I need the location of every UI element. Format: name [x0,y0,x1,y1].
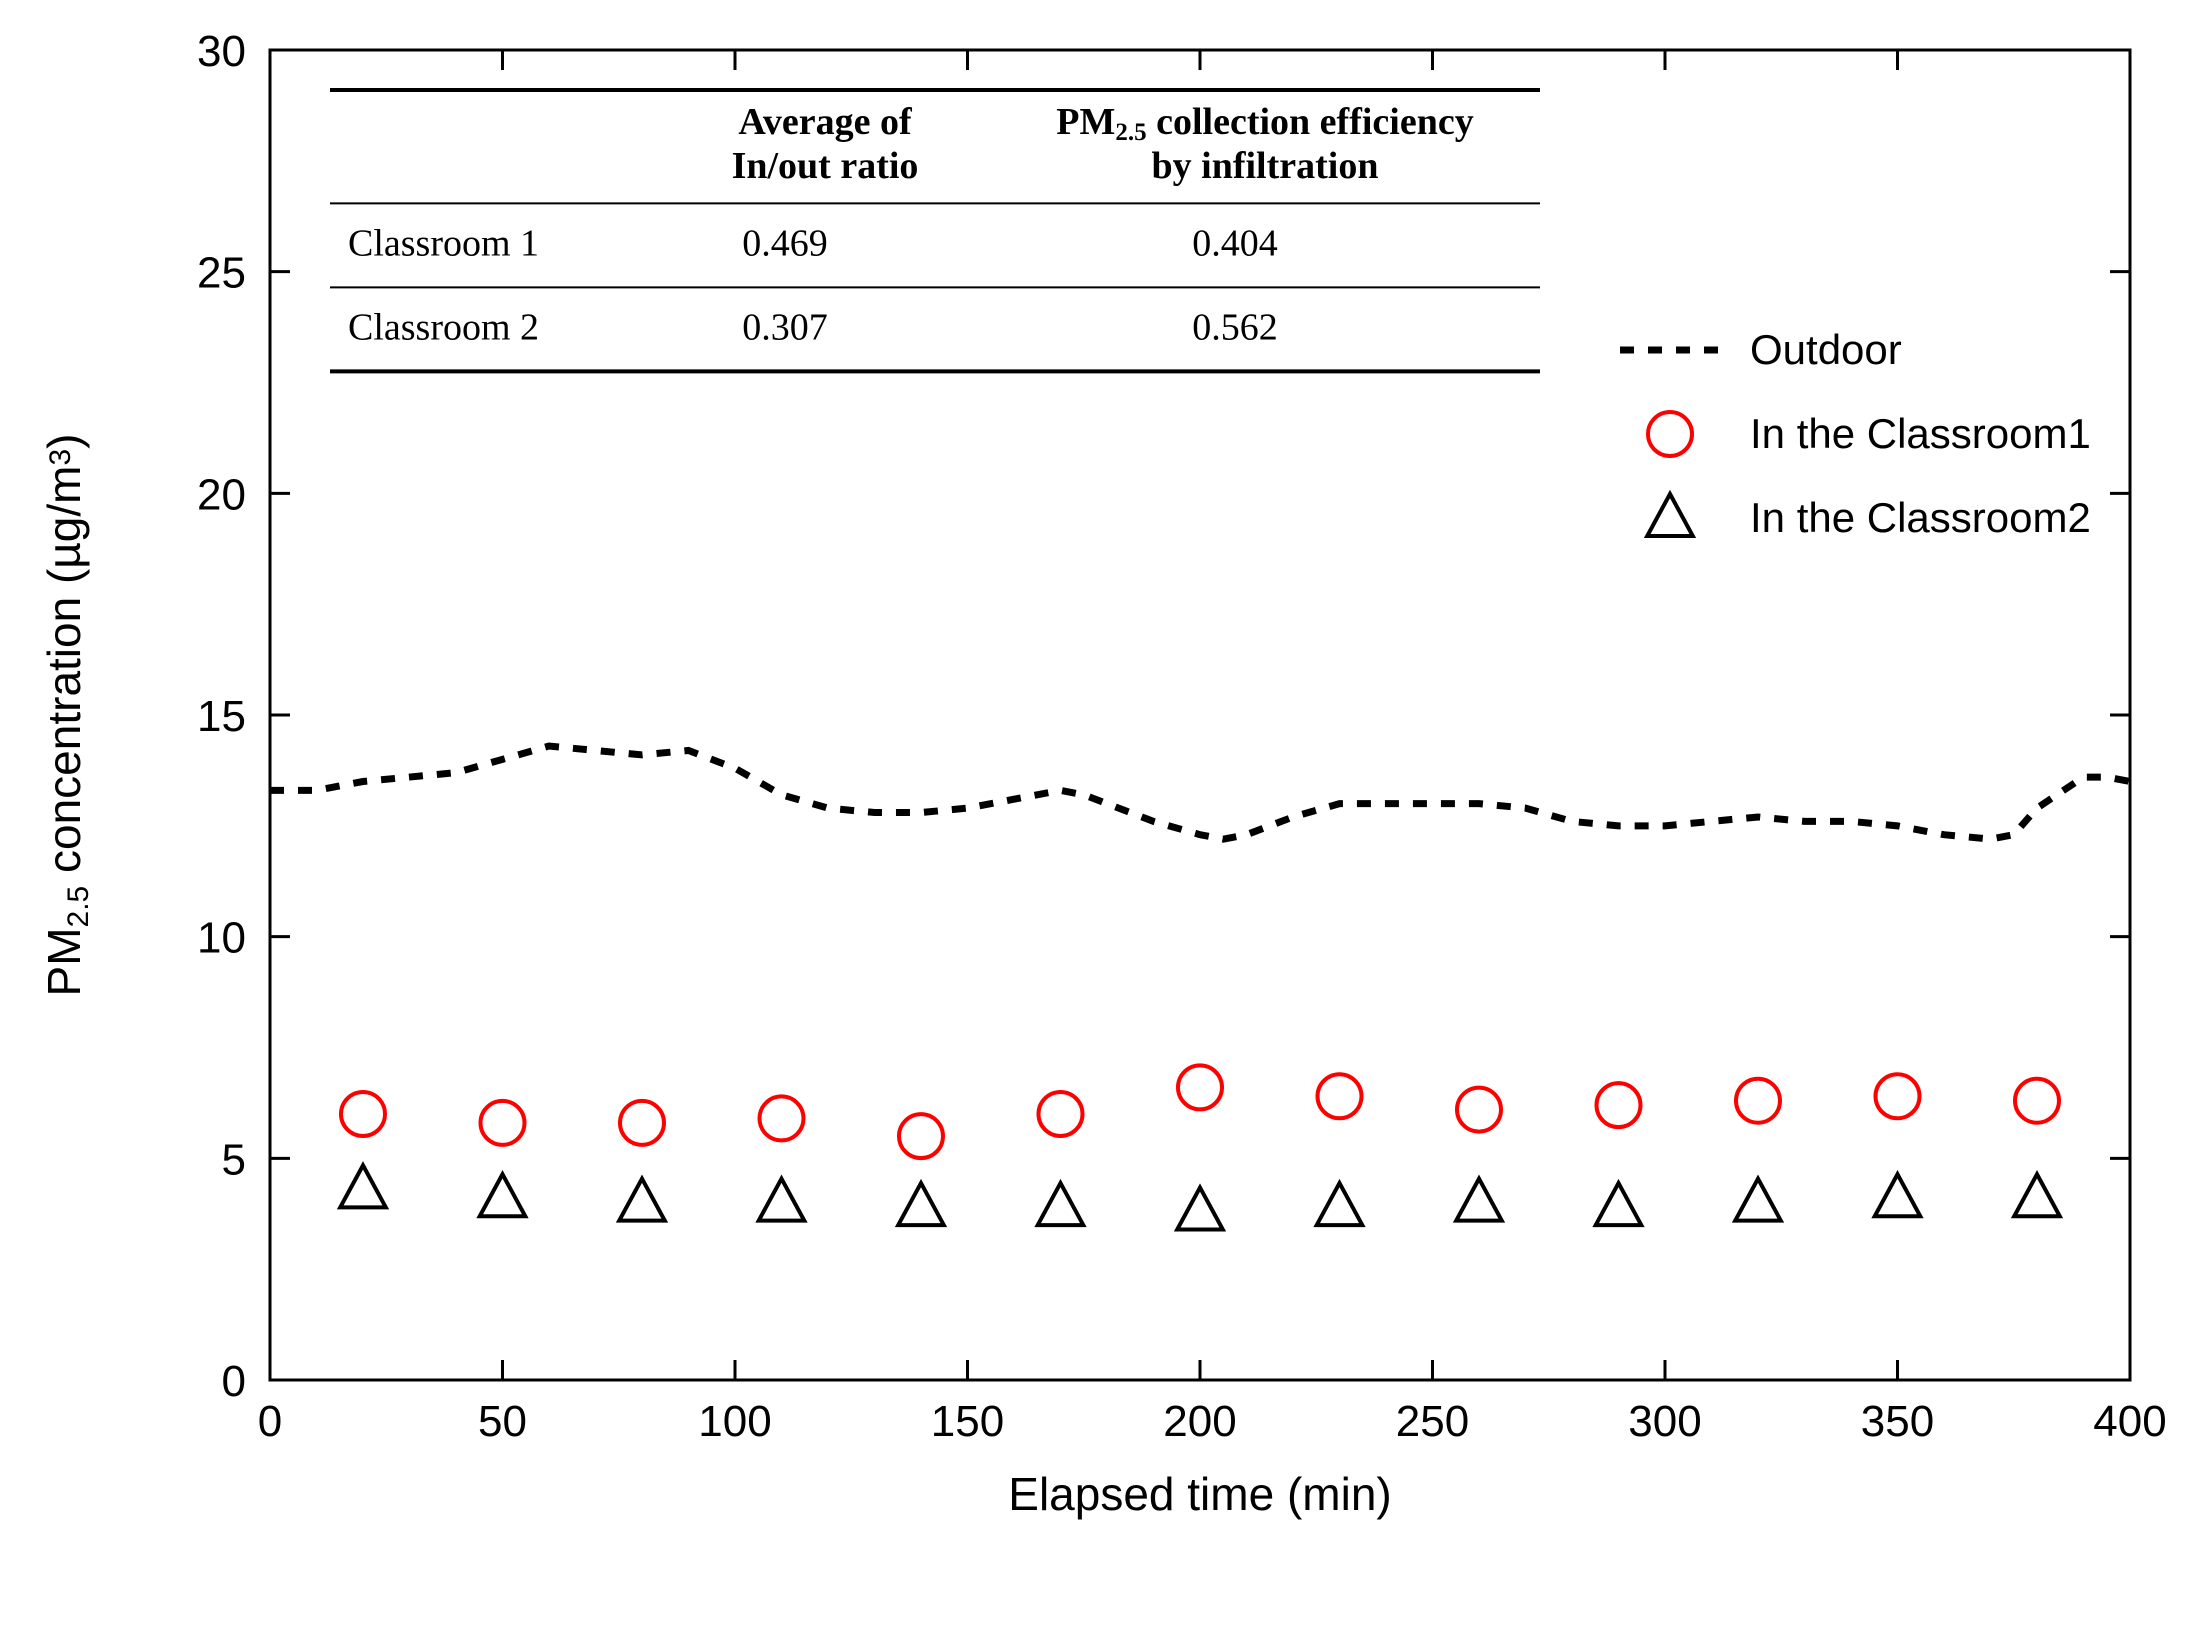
legend-label: Outdoor [1750,326,1902,373]
table-cell: Classroom 1 [348,222,539,264]
y-tick-label: 10 [197,914,246,963]
x-tick-label: 100 [698,1397,771,1446]
y-tick-label: 25 [197,249,246,298]
x-tick-label: 400 [2093,1397,2166,1446]
x-tick-label: 0 [258,1397,282,1446]
y-tick-label: 15 [197,692,246,741]
x-tick-label: 250 [1396,1397,1469,1446]
table-header: by infiltration [1152,145,1379,187]
y-tick-label: 20 [197,470,246,519]
legend-label: In the Classroom2 [1750,494,2091,541]
table-cell: Classroom 2 [348,306,539,348]
y-tick-label: 0 [222,1357,246,1406]
table-cell: 0.404 [1192,222,1278,264]
chart-svg: 0 50 100 150 200 250 300 350 400 0 5 10 15 20 25 30 Elap… [0,0,2212,1630]
table-cell: 0.469 [742,222,828,264]
x-tick-label: 200 [1163,1397,1236,1446]
table-header: Average of [738,101,913,143]
chart-stage: 0 50 100 150 200 250 300 350 400 0 5 10 15 20 25 30 Elap… [0,0,2212,1630]
y-tick-label: 5 [222,1135,246,1184]
table-cell: 0.307 [742,306,828,348]
x-tick-label: 350 [1861,1397,1934,1446]
table-cell: 0.562 [1192,306,1278,348]
legend-label: In the Classroom1 [1750,410,2091,457]
inset-table: Average ofIn/out ratioPM2.5 collection e… [320,82,1550,379]
x-tick-label: 50 [478,1397,527,1446]
table-header: In/out ratio [732,145,919,187]
x-tick-label: 300 [1628,1397,1701,1446]
y-tick-label: 30 [197,27,246,76]
x-tick-label: 150 [931,1397,1004,1446]
x-axis-label: Elapsed time (min) [1008,1468,1391,1520]
